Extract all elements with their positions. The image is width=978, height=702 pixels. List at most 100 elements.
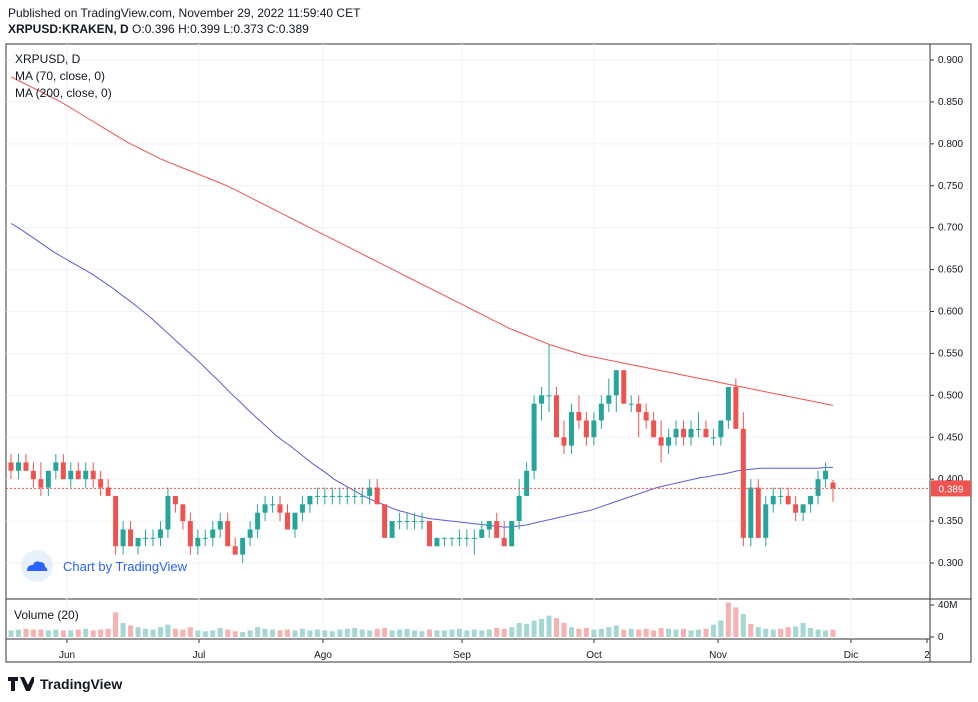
candle-body bbox=[53, 462, 59, 471]
volume-bar bbox=[718, 620, 724, 637]
volume-bar bbox=[120, 623, 126, 637]
volume-bar bbox=[748, 623, 754, 637]
candle-body bbox=[643, 412, 649, 421]
candle-body bbox=[673, 428, 679, 438]
volume-bar bbox=[763, 628, 769, 637]
volume-bar bbox=[688, 630, 694, 637]
published-info: Published on TradingView.com, November 2… bbox=[8, 6, 361, 20]
candle-body bbox=[778, 495, 784, 497]
volume-bar bbox=[426, 629, 432, 637]
candle-body bbox=[397, 521, 403, 523]
volume-bar bbox=[568, 627, 574, 637]
volume-bar bbox=[217, 627, 223, 637]
volume-bar bbox=[419, 631, 425, 637]
volume-bar bbox=[68, 630, 74, 637]
volume-bar bbox=[449, 629, 455, 637]
y-tick-label: 0.700 bbox=[938, 223, 963, 234]
candle-body bbox=[299, 504, 305, 513]
candle-body bbox=[576, 412, 582, 421]
candle-body bbox=[225, 521, 231, 547]
volume-bar bbox=[322, 630, 328, 637]
volume-bar bbox=[240, 632, 246, 637]
candle-body bbox=[583, 420, 589, 438]
candle-body bbox=[128, 529, 134, 547]
volume-bar bbox=[434, 630, 440, 637]
candle-body bbox=[180, 504, 186, 522]
x-tick-label: Oct bbox=[586, 650, 602, 661]
volume-bar bbox=[277, 630, 283, 637]
candle-body bbox=[23, 462, 29, 471]
candle-body bbox=[337, 495, 343, 497]
candle-body bbox=[800, 504, 806, 513]
volume-bar bbox=[367, 630, 373, 637]
legend-ma200: MA (200, close, 0) bbox=[15, 86, 112, 100]
volume-bar bbox=[180, 629, 186, 637]
tradingview-footer-logo[interactable]: TradingView bbox=[8, 676, 122, 692]
candle-body bbox=[419, 521, 425, 523]
y-tick-label: 0.800 bbox=[938, 139, 963, 150]
candle-body bbox=[277, 504, 283, 513]
candle-body bbox=[202, 537, 208, 539]
candle-body bbox=[15, 462, 21, 471]
volume-bar bbox=[494, 627, 500, 637]
volume-bar bbox=[524, 623, 530, 637]
candle-body bbox=[284, 512, 290, 530]
x-tick-label: Nov bbox=[709, 650, 727, 661]
volume-bar bbox=[210, 630, 216, 637]
volume-bar bbox=[30, 629, 36, 637]
volume-bar bbox=[202, 631, 208, 637]
volume-bar bbox=[225, 629, 231, 637]
candle-body bbox=[681, 428, 687, 438]
tradingview-watermark[interactable]: Chart by TradingView bbox=[21, 550, 188, 582]
volume-bar bbox=[636, 629, 642, 637]
candle-body bbox=[90, 470, 96, 480]
y-tick-label: 0.350 bbox=[938, 516, 963, 527]
candle-body bbox=[232, 546, 238, 555]
volume-bar bbox=[195, 630, 201, 637]
volume-bar bbox=[606, 627, 612, 637]
volume-bar bbox=[509, 627, 515, 637]
volume-bar bbox=[695, 629, 701, 637]
symbol-quote: XRPUSD:KRAKEN, D O:0.396 H:0.399 L:0.373… bbox=[8, 22, 309, 36]
volume-bar bbox=[471, 629, 477, 637]
volume-bar bbox=[382, 627, 388, 637]
candle-body bbox=[598, 403, 604, 421]
volume-bar bbox=[755, 627, 761, 637]
volume-series bbox=[8, 602, 836, 637]
candle-body bbox=[658, 437, 664, 446]
legend-title: XRPUSD, D bbox=[15, 52, 81, 66]
candle-body bbox=[30, 470, 36, 480]
candle-body bbox=[217, 521, 223, 530]
candle-body bbox=[793, 504, 799, 513]
volume-bar bbox=[733, 607, 739, 637]
volume-bar bbox=[329, 631, 335, 637]
y-tick-label: 0.450 bbox=[938, 432, 963, 443]
y-tick-label: 0.900 bbox=[938, 55, 963, 66]
candle-body bbox=[636, 403, 642, 413]
candle-body bbox=[516, 495, 522, 522]
volume-bar bbox=[673, 629, 679, 637]
legend-ma70: MA (70, close, 0) bbox=[15, 69, 105, 83]
volume-bar bbox=[105, 628, 111, 637]
volume-bar bbox=[785, 627, 791, 637]
candle-body bbox=[763, 504, 769, 538]
volume-bar bbox=[531, 620, 537, 637]
candle-body bbox=[501, 537, 507, 547]
candle-body bbox=[382, 504, 388, 538]
volume-bar bbox=[38, 629, 44, 637]
volume-bar bbox=[412, 630, 418, 637]
x-tick-label: Ago bbox=[314, 650, 332, 661]
y-tick-label: 0.650 bbox=[938, 265, 963, 276]
volume-bar bbox=[651, 630, 657, 637]
candle-body bbox=[464, 537, 470, 539]
candle-body bbox=[195, 537, 201, 547]
ma70-series bbox=[10, 223, 833, 528]
volume-bar bbox=[135, 627, 141, 637]
candle-body bbox=[240, 537, 246, 555]
y-tick-label: 0.850 bbox=[938, 97, 963, 108]
volume-bar bbox=[815, 629, 821, 637]
volume-bar bbox=[666, 628, 672, 637]
volume-bar bbox=[75, 629, 81, 637]
candle-body bbox=[718, 420, 724, 438]
